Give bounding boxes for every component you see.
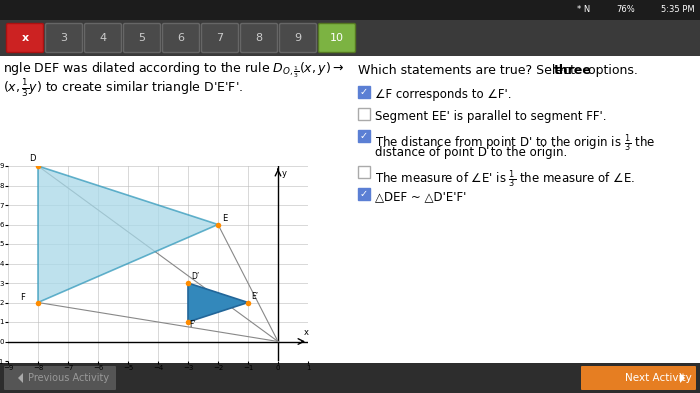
Text: 6: 6 xyxy=(178,33,185,43)
Text: ✓: ✓ xyxy=(359,86,368,97)
Bar xyxy=(0,0,700,20)
Text: ngle DEF was dilated according to the rule $D_{O,\frac{1}{3}}(x,y)\rightarrow$: ngle DEF was dilated according to the ru… xyxy=(3,61,344,80)
Text: 8: 8 xyxy=(256,33,262,43)
Text: Previous Activity: Previous Activity xyxy=(28,373,109,383)
FancyBboxPatch shape xyxy=(6,24,43,53)
Text: D: D xyxy=(29,154,36,163)
FancyBboxPatch shape xyxy=(318,24,356,53)
Text: y: y xyxy=(281,169,286,178)
Text: distance of point D to the origin.: distance of point D to the origin. xyxy=(375,146,567,159)
Text: 4: 4 xyxy=(99,33,106,43)
Text: x: x xyxy=(22,33,29,43)
Polygon shape xyxy=(38,166,218,303)
FancyBboxPatch shape xyxy=(358,108,370,119)
Text: D’: D’ xyxy=(192,272,200,281)
Text: 5: 5 xyxy=(139,33,146,43)
FancyBboxPatch shape xyxy=(46,24,83,53)
Text: 9: 9 xyxy=(295,33,302,43)
Polygon shape xyxy=(680,373,685,383)
Text: 3: 3 xyxy=(60,33,67,43)
Bar xyxy=(0,363,700,393)
FancyBboxPatch shape xyxy=(581,366,696,390)
Text: 7: 7 xyxy=(216,33,223,43)
Text: 76%: 76% xyxy=(616,6,635,15)
Text: F’: F’ xyxy=(190,320,196,329)
Text: three: three xyxy=(554,64,592,77)
Text: E: E xyxy=(223,213,228,222)
Text: △DEF ~ △D'E'F': △DEF ~ △D'E'F' xyxy=(375,190,466,203)
Text: x: x xyxy=(304,328,309,337)
FancyBboxPatch shape xyxy=(123,24,160,53)
Text: Segment EE' is parallel to segment FF'.: Segment EE' is parallel to segment FF'. xyxy=(375,110,606,123)
FancyBboxPatch shape xyxy=(241,24,277,53)
FancyBboxPatch shape xyxy=(358,187,370,200)
FancyBboxPatch shape xyxy=(162,24,199,53)
Text: The distance from point D' to the origin is $\frac{1}{3}$ the: The distance from point D' to the origin… xyxy=(375,132,655,154)
Text: ∠F corresponds to ∠F'.: ∠F corresponds to ∠F'. xyxy=(375,88,512,101)
Text: * N: * N xyxy=(577,6,590,15)
Text: 10: 10 xyxy=(330,33,344,43)
FancyBboxPatch shape xyxy=(358,165,370,178)
Text: options.: options. xyxy=(584,64,638,77)
Bar xyxy=(0,20,700,56)
Text: Next Activity: Next Activity xyxy=(625,373,692,383)
Text: F: F xyxy=(20,294,25,303)
FancyBboxPatch shape xyxy=(358,130,370,141)
FancyBboxPatch shape xyxy=(358,86,370,97)
Text: ✓: ✓ xyxy=(359,130,368,141)
FancyBboxPatch shape xyxy=(202,24,239,53)
FancyBboxPatch shape xyxy=(279,24,316,53)
FancyBboxPatch shape xyxy=(85,24,122,53)
Text: ✓: ✓ xyxy=(359,189,368,198)
Bar xyxy=(0,56,700,363)
Text: E’: E’ xyxy=(251,292,259,301)
Text: Which statements are true? Select: Which statements are true? Select xyxy=(358,64,579,77)
FancyBboxPatch shape xyxy=(4,366,116,390)
Polygon shape xyxy=(188,283,248,322)
Polygon shape xyxy=(18,373,23,383)
Text: 5:35 PM: 5:35 PM xyxy=(662,6,695,15)
Text: $(x, \frac{1}{3}y)$ to create similar triangle D'E'F'.: $(x, \frac{1}{3}y)$ to create similar tr… xyxy=(3,77,243,99)
Text: The measure of ∠E' is $\frac{1}{3}$ the measure of ∠E.: The measure of ∠E' is $\frac{1}{3}$ the … xyxy=(375,168,635,190)
